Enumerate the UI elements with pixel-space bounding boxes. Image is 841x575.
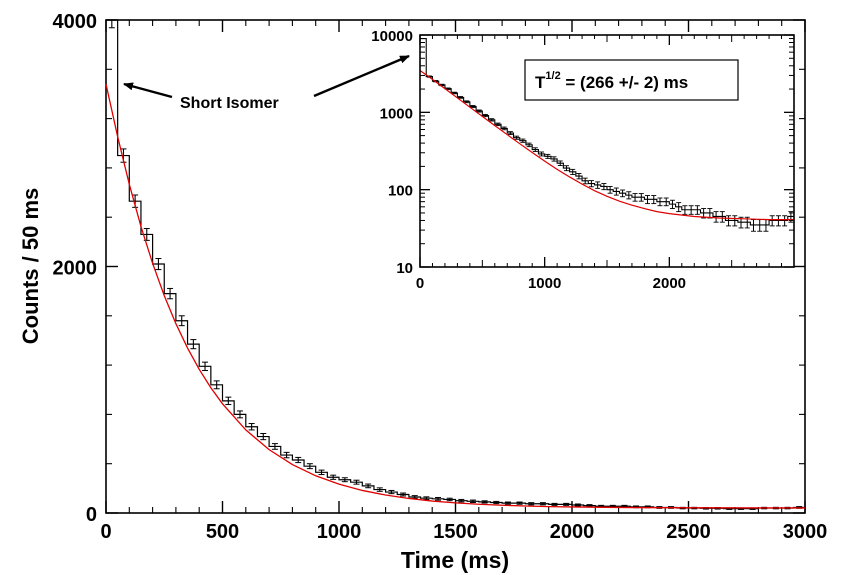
main-y-tick-label: 2000 [53, 258, 98, 280]
inset-x-tick-labels: 0 1000 2000 [416, 275, 686, 292]
main-x-tick-label: 0 [100, 521, 111, 543]
half-life-superscript: 1/2 [545, 70, 560, 82]
x-axis-label: Time (ms) [401, 547, 509, 573]
half-life-label: T1/2 = (266 +/- 2) ms [535, 70, 688, 92]
inset-x-tick-label: 2000 [653, 275, 686, 292]
inset-y-tick-label: 10 [396, 260, 413, 277]
inset-axis-ticks [419, 34, 794, 268]
main-fit-line [105, 83, 805, 509]
inset-fit-series [419, 69, 794, 221]
half-life-T: T [535, 73, 546, 92]
inset-x-tick-label: 0 [416, 275, 424, 292]
main-x-tick-labels: 0 500 1000 1500 2000 2500 3000 [100, 521, 827, 543]
arrow-to-main-peak [123, 82, 173, 99]
main-x-tick-label: 1000 [317, 521, 362, 543]
inset-fit-line [419, 69, 794, 221]
inset-y-tick-label: 100 [388, 183, 413, 200]
half-life-value: = (266 +/- 2) ms [561, 73, 689, 92]
main-y-tick-label: 0 [86, 504, 97, 526]
main-y-tick-label: 4000 [53, 11, 98, 33]
main-fit-series [105, 83, 805, 509]
inset-x-tick-label: 1000 [528, 275, 561, 292]
inset-y-tick-label: 10000 [371, 28, 413, 45]
main-x-tick-label: 3000 [783, 521, 828, 543]
arrow-to-inset-peak [313, 54, 410, 98]
half-life-box [524, 59, 739, 101]
main-x-tick-label: 2500 [666, 521, 711, 543]
short-isomer-annotation: Short Isomer [180, 95, 279, 112]
main-x-tick-label: 1500 [433, 521, 478, 543]
main-y-tick-labels: 0 2000 4000 [53, 11, 98, 526]
y-axis-label: Counts / 50 ms [18, 188, 43, 344]
main-x-tick-label: 500 [206, 521, 239, 543]
inset-y-tick-labels: 10 100 1000 10000 [371, 28, 413, 277]
inset-y-tick-label: 1000 [380, 105, 413, 122]
main-x-tick-label: 2000 [550, 521, 595, 543]
